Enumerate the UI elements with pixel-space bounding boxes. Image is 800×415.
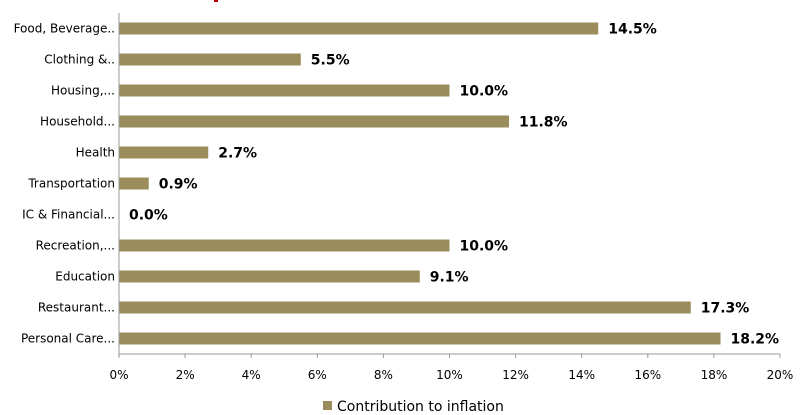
data-label: 17.3% bbox=[701, 301, 750, 317]
data-label: 0.0% bbox=[129, 208, 168, 224]
bars-group bbox=[119, 22, 721, 345]
category-label: IC & Financial... bbox=[22, 208, 115, 222]
x-tick-label: 4% bbox=[242, 368, 261, 382]
category-labels: Food, Beverage.. Clothing &.. Housing,... H… bbox=[14, 22, 115, 346]
bar bbox=[119, 239, 450, 252]
bar bbox=[119, 146, 209, 159]
data-label: 18.2% bbox=[731, 332, 780, 348]
data-label: 5.5% bbox=[311, 53, 350, 69]
category-label: Education bbox=[55, 270, 115, 284]
x-tick-labels: 0% 2% 4% 6% 8% 10% 12% 14% 16% 18% 20% bbox=[109, 354, 793, 382]
legend-label: Contribution to inflation bbox=[337, 399, 504, 415]
x-tick-label: 16% bbox=[634, 368, 661, 382]
category-label: Food, Beverage.. bbox=[14, 22, 115, 36]
x-tick-label: 2% bbox=[176, 368, 195, 382]
category-label: Personal Care... bbox=[21, 332, 115, 346]
category-label: Household... bbox=[40, 115, 115, 129]
x-tick-label: 0% bbox=[109, 368, 128, 382]
x-tick-label: 10% bbox=[436, 368, 463, 382]
data-label: 10.0% bbox=[460, 239, 509, 255]
bar bbox=[119, 115, 509, 128]
bar bbox=[119, 301, 691, 314]
bar bbox=[119, 53, 301, 66]
bar bbox=[119, 332, 721, 345]
data-label: 10.0% bbox=[460, 84, 509, 100]
legend-swatch bbox=[323, 401, 332, 410]
data-label: 2.7% bbox=[218, 146, 257, 162]
data-label: 11.8% bbox=[519, 115, 568, 131]
category-label: Housing,... bbox=[51, 84, 115, 98]
legend: Contribution to inflation bbox=[323, 399, 504, 415]
x-tick-label: 14% bbox=[568, 368, 595, 382]
category-label: Restaurant... bbox=[38, 301, 115, 315]
bar bbox=[119, 84, 450, 97]
category-label: Clothing &.. bbox=[44, 53, 115, 67]
x-tick-label: 8% bbox=[374, 368, 393, 382]
category-label: Health bbox=[76, 146, 115, 160]
x-tick-label: 18% bbox=[701, 368, 728, 382]
x-tick-label: 20% bbox=[767, 368, 794, 382]
x-tick-label: 6% bbox=[308, 368, 327, 382]
category-label: Recreation,... bbox=[36, 239, 115, 253]
x-tick-label: 12% bbox=[502, 368, 529, 382]
data-label: 0.9% bbox=[159, 177, 198, 193]
bar bbox=[119, 270, 420, 283]
bar bbox=[119, 22, 599, 35]
category-label: Transportation bbox=[27, 177, 115, 191]
data-label: 9.1% bbox=[430, 270, 469, 286]
value-labels: 14.5% 5.5% 10.0% 11.8% 2.7% 0.9% 0.0% 10.0% 9.1%… bbox=[129, 22, 779, 348]
data-label: 14.5% bbox=[608, 22, 657, 38]
bar bbox=[119, 177, 149, 190]
